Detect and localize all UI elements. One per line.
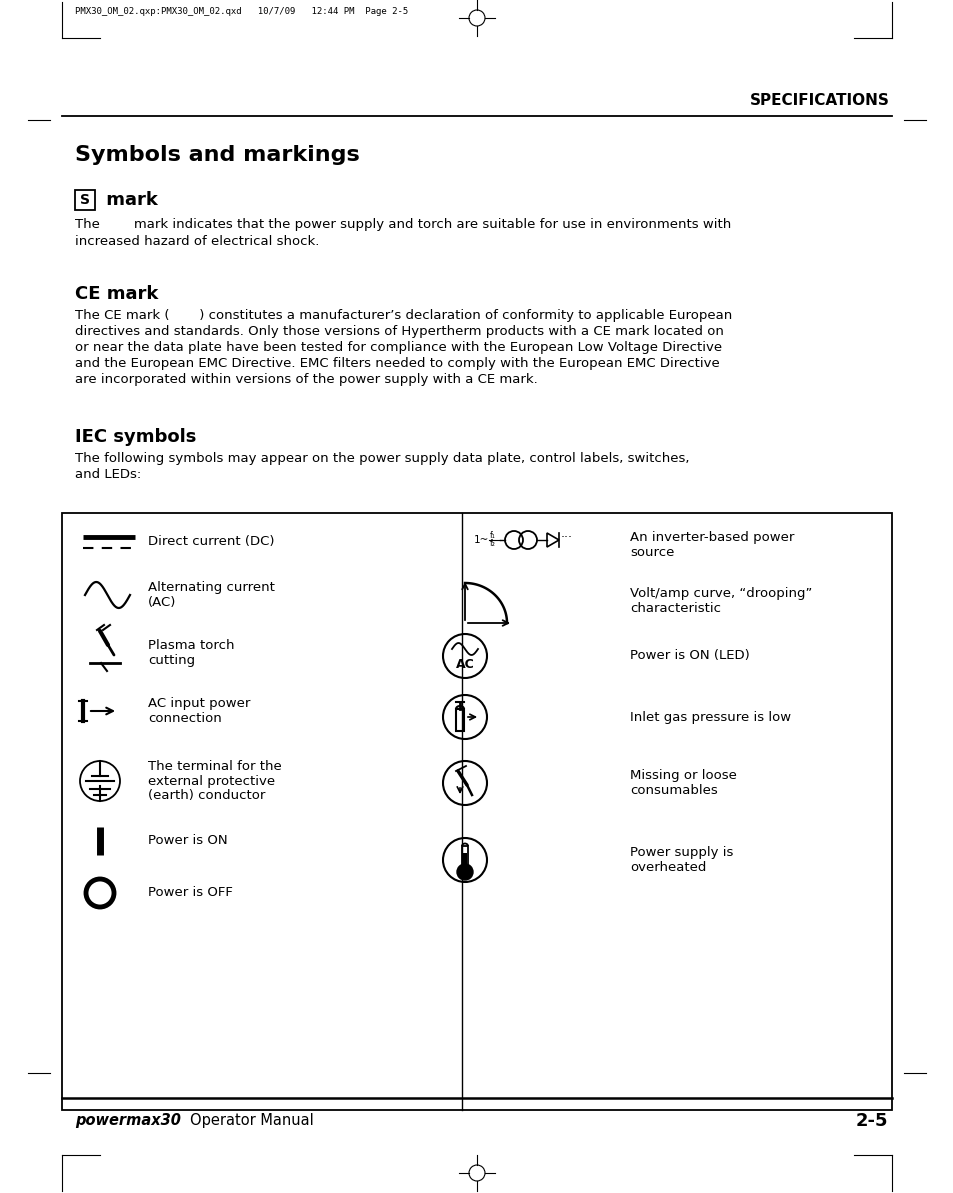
Text: ···: ··· <box>560 532 573 544</box>
Text: increased hazard of electrical shock.: increased hazard of electrical shock. <box>75 235 319 248</box>
Circle shape <box>456 864 473 880</box>
Text: and the European EMC Directive. EMC filters needed to comply with the European E: and the European EMC Directive. EMC filt… <box>75 357 719 370</box>
Text: powermax30: powermax30 <box>75 1113 181 1129</box>
Text: The following symbols may appear on the power supply data plate, control labels,: The following symbols may appear on the … <box>75 452 689 465</box>
Text: Plasma torch
cutting: Plasma torch cutting <box>148 639 234 667</box>
FancyBboxPatch shape <box>75 190 95 210</box>
Text: The terminal for the
external protective
(earth) conductor: The terminal for the external protective… <box>148 760 281 803</box>
Text: S: S <box>80 193 90 208</box>
Text: are incorporated within versions of the power supply with a CE mark.: are incorporated within versions of the … <box>75 373 537 387</box>
Bar <box>461 846 468 869</box>
Text: CE mark: CE mark <box>75 285 158 303</box>
Text: SPECIFICATIONS: SPECIFICATIONS <box>749 93 889 109</box>
Text: Volt/amp curve, “drooping”
characteristic: Volt/amp curve, “drooping” characteristi… <box>629 587 812 616</box>
Text: directives and standards. Only those versions of Hypertherm products with a CE m: directives and standards. Only those ver… <box>75 324 723 338</box>
Text: PMX30_OM_02.qxp:PMX30_OM_02.qxd   10/7/09   12:44 PM  Page 2-5: PMX30_OM_02.qxp:PMX30_OM_02.qxd 10/7/09 … <box>75 7 408 16</box>
Text: AC: AC <box>456 657 474 670</box>
Text: IEC symbols: IEC symbols <box>75 428 196 446</box>
Text: Power is ON: Power is ON <box>148 834 228 847</box>
Bar <box>462 853 467 869</box>
Text: Inlet gas pressure is low: Inlet gas pressure is low <box>629 711 790 723</box>
Text: AC input power
connection: AC input power connection <box>148 697 250 725</box>
Text: Direct current (DC): Direct current (DC) <box>148 536 274 549</box>
Text: f₂: f₂ <box>490 539 496 549</box>
Text: An inverter-based power
source: An inverter-based power source <box>629 531 794 560</box>
Text: 1~: 1~ <box>474 534 489 545</box>
Bar <box>456 709 463 731</box>
Text: or near the data plate have been tested for compliance with the European Low Vol: or near the data plate have been tested … <box>75 341 721 354</box>
Text: Alternating current
(AC): Alternating current (AC) <box>148 581 274 608</box>
Text: Power is OFF: Power is OFF <box>148 886 233 900</box>
Text: Power is ON (LED): Power is ON (LED) <box>629 649 749 662</box>
Text: The CE mark (       ) constitutes a manufacturer’s declaration of conformity to : The CE mark ( ) constitutes a manufactur… <box>75 309 732 322</box>
Text: Symbols and markings: Symbols and markings <box>75 146 359 165</box>
Text: f₁: f₁ <box>490 532 496 540</box>
Text: The        mark indicates that the power supply and torch are suitable for use i: The mark indicates that the power supply… <box>75 218 731 231</box>
Text: Power supply is
overheated: Power supply is overheated <box>629 846 733 874</box>
Text: mark: mark <box>100 191 157 209</box>
Text: Operator Manual: Operator Manual <box>190 1113 314 1129</box>
Text: 2-5: 2-5 <box>855 1112 887 1130</box>
Text: and LEDs:: and LEDs: <box>75 468 141 481</box>
Bar <box>62 513 891 1109</box>
Text: Missing or loose
consumables: Missing or loose consumables <box>629 769 736 797</box>
